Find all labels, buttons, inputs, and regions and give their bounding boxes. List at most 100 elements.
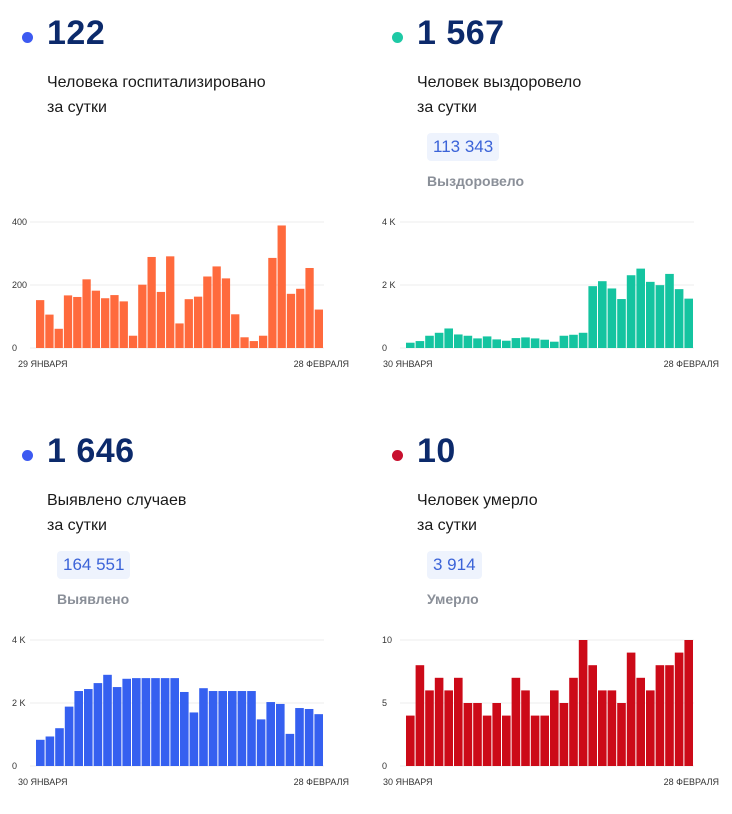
card-value: 10 [417, 432, 456, 470]
bar [45, 314, 54, 348]
total-badge: 164 551 [57, 551, 131, 579]
bar [521, 690, 530, 766]
y-tick-label: 400 [12, 217, 27, 227]
card-subtitle: Человека госпитализировано за сутки [47, 70, 266, 120]
bar [221, 278, 231, 348]
bar [655, 665, 665, 766]
bar [147, 256, 156, 348]
bar [578, 640, 588, 766]
bar [119, 301, 128, 348]
bar [268, 257, 277, 348]
bar [540, 715, 549, 766]
bar [45, 736, 55, 766]
bar [128, 335, 138, 348]
x-start-label: 30 ЯНВАРЯ [18, 777, 68, 787]
bar [463, 703, 473, 766]
card-value: 1 567 [417, 14, 505, 52]
bar [231, 314, 240, 348]
x-end-label: 28 ФЕВРАЛЯ [664, 359, 719, 369]
x-start-label: 29 ЯНВАРЯ [18, 359, 68, 369]
bar [208, 691, 218, 766]
bar [175, 323, 184, 348]
bar [559, 703, 569, 766]
bar [665, 273, 674, 348]
bar [492, 703, 501, 766]
bar-chart: 0 5 10 30 ЯНВАРЯ 28 ФЕВРАЛЯ [382, 635, 719, 787]
bar [540, 339, 549, 348]
x-start-label: 30 ЯНВАРЯ [383, 359, 433, 369]
bar [36, 739, 45, 766]
bar [559, 335, 569, 348]
dot-icon [392, 32, 403, 43]
bar [646, 690, 655, 766]
bar [122, 678, 131, 766]
subtitle-line2: за сутки [47, 517, 107, 534]
bar [578, 332, 588, 348]
bar [93, 683, 103, 766]
bar [607, 288, 617, 348]
bar [266, 702, 275, 766]
bar [199, 688, 208, 766]
bar [193, 296, 203, 348]
bar [101, 298, 110, 348]
bar [138, 284, 147, 348]
bar [482, 715, 492, 766]
y-tick-label: 2 K [12, 698, 26, 708]
bar [112, 687, 122, 766]
bar [598, 281, 607, 348]
y-tick-label: 0 [12, 343, 17, 353]
bar [569, 677, 578, 766]
total-label: Выздоровело [427, 173, 525, 189]
bar [463, 335, 473, 348]
bar [314, 714, 323, 766]
bar [530, 715, 540, 766]
bar [285, 733, 295, 766]
total-label: Умерло [427, 591, 479, 607]
bar [674, 289, 684, 348]
total-badge: 3 914 [427, 551, 482, 579]
bar [84, 689, 93, 766]
bar [415, 341, 425, 348]
dot-icon [22, 450, 33, 461]
bar [73, 296, 82, 348]
dot-icon [22, 32, 33, 43]
subtitle-line1: Человек выздоровело [417, 74, 582, 91]
y-tick-label: 0 [12, 761, 17, 771]
bar [444, 328, 453, 348]
x-end-label: 28 ФЕВРАЛЯ [294, 359, 349, 369]
bar [189, 712, 199, 766]
bar [684, 640, 693, 766]
bar [617, 703, 626, 766]
bar [295, 708, 304, 766]
subtitle-line1: Человека госпитализировано [47, 74, 266, 91]
total-badge: 113 343 [427, 133, 500, 161]
bar [132, 678, 141, 766]
bar [240, 337, 249, 348]
subtitle-line2: за сутки [417, 99, 477, 116]
bar [550, 690, 559, 766]
bar [454, 334, 463, 348]
bar [156, 291, 166, 348]
card-value: 1 646 [47, 432, 135, 470]
bar [55, 728, 64, 766]
y-tick-label: 4 K [12, 635, 26, 645]
bar [569, 334, 578, 348]
bar [74, 691, 83, 766]
bar [296, 288, 305, 348]
bar [249, 341, 258, 348]
card-value: 122 [47, 14, 106, 52]
bar [63, 295, 73, 348]
bar [141, 678, 151, 766]
bar [502, 340, 511, 348]
bar [314, 309, 323, 348]
bar [170, 678, 179, 766]
bar [228, 691, 237, 766]
total-label: Выявлено [57, 591, 130, 607]
bar [521, 337, 530, 348]
bar [626, 652, 636, 766]
bar [36, 300, 45, 348]
bar [277, 225, 286, 348]
bar [588, 665, 597, 766]
bar [237, 691, 247, 766]
